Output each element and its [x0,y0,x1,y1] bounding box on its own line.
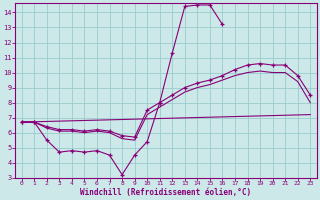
X-axis label: Windchill (Refroidissement éolien,°C): Windchill (Refroidissement éolien,°C) [80,188,252,197]
